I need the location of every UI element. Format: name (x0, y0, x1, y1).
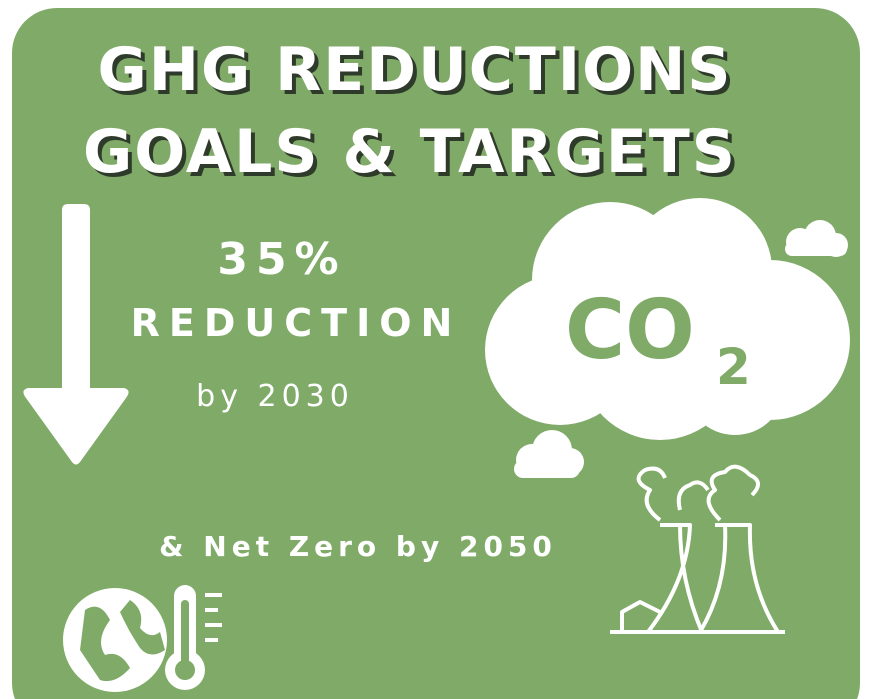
goal-label: REDUCTION (131, 301, 462, 345)
factory-icon (610, 464, 785, 634)
big-cloud (485, 198, 850, 440)
net-zero: & Net Zero by 2050 (159, 530, 557, 563)
title-line: GOALS & TARGETS (83, 117, 737, 187)
small-cloud (785, 220, 848, 257)
title-shadow: GOALS & TARGETS (87, 121, 741, 191)
globe-icon (63, 585, 222, 692)
title-shadow: GHG REDUCTIONS (101, 39, 736, 109)
goal-amount: 35% (217, 234, 346, 285)
background-panel (12, 8, 860, 699)
goal-year: by 2030 (196, 379, 354, 414)
down-arrow (23, 204, 129, 465)
co2-text: CO (565, 283, 695, 378)
small-cloud (514, 430, 584, 478)
title-line: GHG REDUCTIONS (97, 35, 732, 105)
co2-subscript: 2 (716, 338, 751, 396)
